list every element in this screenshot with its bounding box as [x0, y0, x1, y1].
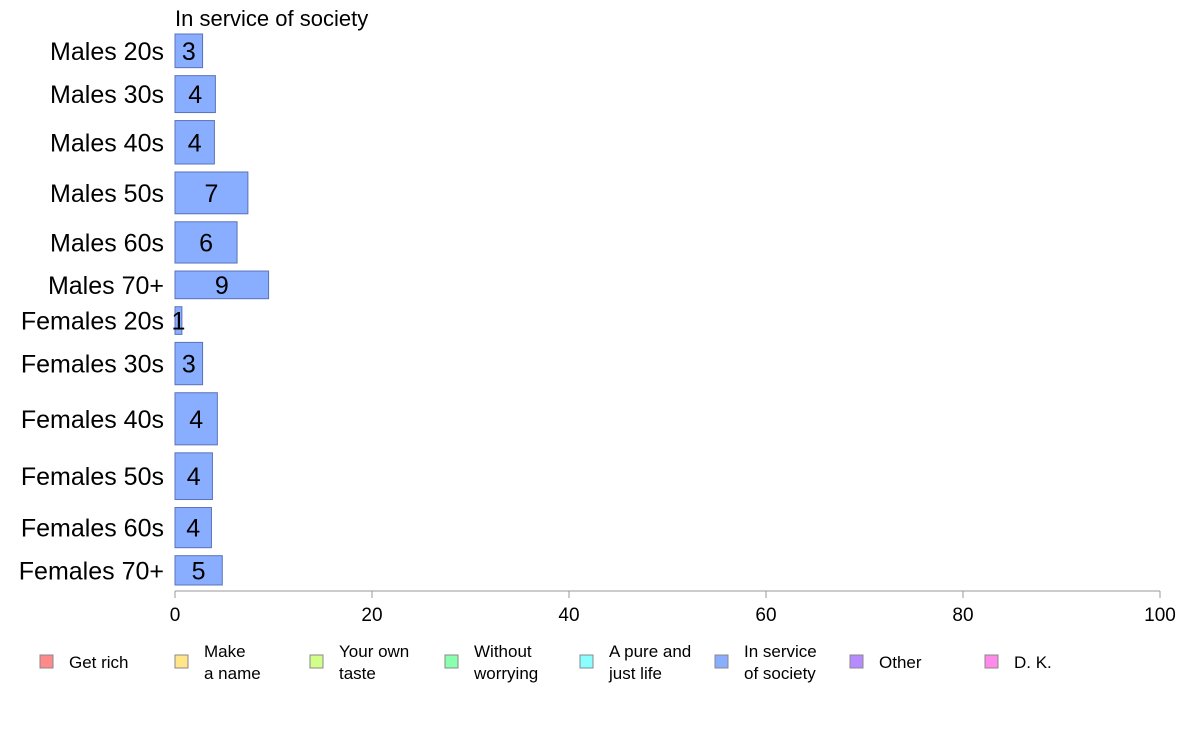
legend-swatch: [714, 654, 729, 669]
legend-label: In service of society: [744, 642, 817, 683]
bar: [174, 120, 215, 165]
legend-swatch: [444, 654, 459, 669]
legend-swatch: [39, 654, 54, 669]
bar-value-label: 3: [182, 38, 196, 66]
category-label: Females 60s: [21, 515, 164, 543]
bar-value-label: 3: [182, 351, 196, 379]
legend-swatch: [174, 654, 189, 669]
legend-label: Without worrying: [473, 642, 538, 683]
legend-label: Other: [879, 653, 922, 672]
bar-value-label: 7: [204, 180, 218, 208]
bar: [174, 507, 212, 549]
category-label: Males 20s: [50, 38, 164, 66]
category-label: Females 20s: [21, 308, 164, 336]
legend-label: A pure and just life: [608, 642, 691, 683]
bar-value-label: 4: [189, 406, 203, 434]
x-tick-label: 40: [558, 605, 579, 626]
bar-value-label: 4: [188, 129, 202, 157]
x-tick-label: 0: [170, 605, 181, 626]
bar: [174, 171, 249, 215]
bar-value-label: 1: [171, 308, 185, 336]
bar: [174, 341, 204, 386]
legend-swatch: [984, 654, 999, 669]
category-label: Females 40s: [21, 406, 164, 434]
legend: Get rich Make a name Your own taste Without wo…: [39, 642, 1052, 683]
legend-swatch: [309, 654, 324, 669]
category-label: Males 50s: [50, 180, 164, 208]
category-label: Males 60s: [50, 229, 164, 257]
legend-swatch: [579, 654, 594, 669]
category-label: Males 40s: [50, 129, 164, 157]
chart-title: In service of society: [175, 6, 368, 31]
x-tick-label: 20: [361, 605, 382, 626]
bar-value-label: 5: [192, 557, 206, 585]
bars-group: Males 20s 3 Males 30s 4 Males 40s 4 Males 50s 7…: [19, 33, 270, 586]
bar: [174, 306, 183, 335]
category-label: Males 30s: [50, 81, 164, 109]
bar-value-label: 4: [186, 515, 200, 543]
bar: [174, 452, 213, 501]
x-axis: 0 20 40 60 80 100: [170, 590, 1176, 626]
bar: [174, 33, 204, 69]
legend-label: D. K.: [1014, 653, 1052, 672]
bar-value-label: 6: [199, 229, 213, 257]
category-label: Females 30s: [21, 351, 164, 379]
x-tick-label: 60: [755, 605, 776, 626]
bar: [174, 555, 223, 586]
legend-label: Get rich: [69, 653, 129, 672]
category-label: Females 50s: [21, 463, 164, 491]
legend-swatch: [849, 654, 864, 669]
legend-label: Make a name: [204, 642, 261, 683]
bar-value-label: 9: [215, 272, 229, 300]
bar: [174, 270, 270, 300]
bar: [174, 75, 216, 114]
bar-value-label: 4: [188, 81, 202, 109]
legend-label: Your own taste: [339, 642, 409, 683]
category-label: Females 70+: [19, 557, 164, 585]
category-label: Males 70+: [48, 272, 164, 300]
bar-value-label: 4: [187, 463, 201, 491]
bar: [174, 392, 218, 446]
x-tick-label: 80: [952, 605, 973, 626]
x-tick-label: 100: [1144, 605, 1176, 626]
bar: [174, 221, 238, 264]
